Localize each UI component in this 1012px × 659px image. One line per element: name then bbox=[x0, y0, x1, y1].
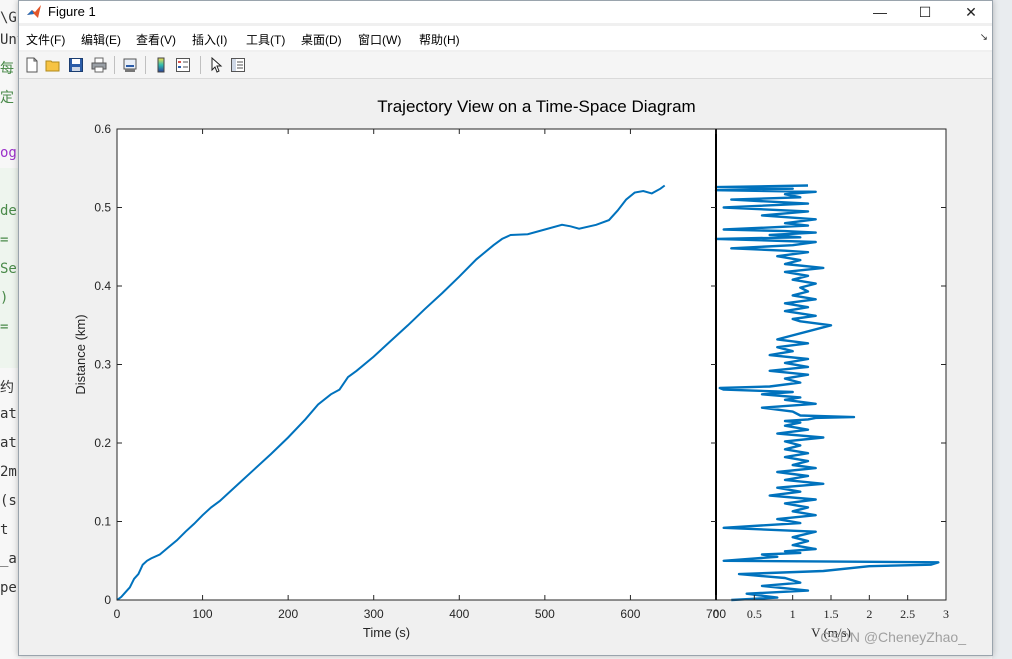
background-code-fragment: de bbox=[0, 203, 17, 219]
speed-x-axis-label: V (m/s) bbox=[811, 625, 851, 640]
title-bar[interactable]: Figure 1 — ☐ ✕ bbox=[19, 1, 992, 23]
speed-profile-line bbox=[714, 184, 940, 602]
figure-canvas[interactable]: 0 100 200 300 400 500 600 70000.10.20.30.40.50.… bbox=[19, 80, 992, 655]
save-icon[interactable] bbox=[66, 55, 86, 75]
toolbar-separator bbox=[200, 56, 201, 74]
y-axis-label: Distance (km) bbox=[73, 314, 88, 394]
speed-x-tick-label: 1.5 bbox=[824, 607, 839, 621]
x-tick-label: 0 bbox=[114, 607, 121, 621]
legend-icon[interactable] bbox=[173, 55, 193, 75]
background-code-fragment: 定 bbox=[0, 90, 14, 106]
new-figure-icon[interactable] bbox=[22, 55, 42, 75]
y-tick-label: 0 bbox=[104, 593, 111, 607]
minimize-button[interactable]: — bbox=[873, 4, 887, 20]
menu-insert[interactable]: 插入(I) bbox=[192, 33, 228, 47]
background-code-fragment: og bbox=[0, 145, 17, 161]
window-title: Figure 1 bbox=[48, 4, 96, 19]
speed-x-tick-label: 0.5 bbox=[747, 607, 762, 621]
menu-desktop[interactable]: 桌面(D) bbox=[301, 33, 342, 47]
background-code-fragment: _a bbox=[0, 551, 17, 567]
toolbar-separator bbox=[145, 56, 146, 74]
menu-file[interactable]: 文件(F) bbox=[26, 33, 66, 47]
plot-area: 0 100 200 300 400 500 600 700 0 0.1 0.2 0.3 0.4 0.5 0.… bbox=[19, 80, 992, 655]
colorbar-icon[interactable] bbox=[151, 55, 171, 75]
maximize-button[interactable]: ☐ bbox=[918, 3, 932, 20]
speed-x-tick-label: 2 bbox=[866, 607, 872, 621]
speed-x-tick-label: 0 bbox=[713, 607, 719, 621]
background-code-fragment: at bbox=[0, 406, 17, 422]
x-tick-label: 300 bbox=[364, 607, 384, 621]
background-code-fragment: at bbox=[0, 435, 17, 451]
speed-x-tick-label: 1 bbox=[790, 607, 796, 621]
background-tab-fragment-2: Unt bbox=[0, 32, 20, 48]
menu-view[interactable]: 查看(V) bbox=[136, 33, 176, 47]
axes-main-background bbox=[117, 129, 716, 600]
x-tick-label: 500 bbox=[535, 607, 555, 621]
background-right-panel bbox=[992, 0, 1012, 659]
background-code-fragment: ) bbox=[0, 290, 9, 306]
x-tick-label: 100 bbox=[193, 607, 213, 621]
toolbar-separator bbox=[114, 56, 115, 74]
y-tick-label: 0.1 bbox=[94, 515, 111, 529]
background-code-fragment: Se bbox=[0, 261, 17, 277]
link-icon[interactable] bbox=[120, 55, 140, 75]
speed-x-tick-label: 3 bbox=[943, 607, 949, 621]
y-tick-label: 0.6 bbox=[94, 122, 111, 136]
background-code-fragment: 2m bbox=[0, 464, 17, 480]
x-tick-label: 700 bbox=[706, 607, 726, 621]
y-tick-label: 0.4 bbox=[94, 279, 111, 293]
toolbar bbox=[19, 52, 992, 79]
axes-speed-background bbox=[716, 129, 946, 600]
background-code-fragment: pe bbox=[0, 580, 17, 596]
menu-overflow-icon[interactable]: ↘ bbox=[979, 32, 988, 43]
menu-edit[interactable]: 编辑(E) bbox=[81, 33, 121, 47]
speed-x-tick-label: 2.5 bbox=[900, 607, 915, 621]
menu-bar: 文件(F) 编辑(E) 查看(V) 插入(I) 工具(T) 桌面(D) 窗口(W… bbox=[19, 26, 992, 50]
x-tick-label: 200 bbox=[278, 607, 298, 621]
watermark: CSDN @CheneyZhao_ bbox=[820, 629, 966, 645]
trajectory-line bbox=[116, 184, 666, 601]
x-axis-label: Time (s) bbox=[363, 625, 410, 640]
background-code-fragment: (s bbox=[0, 493, 17, 509]
open-file-icon[interactable] bbox=[43, 55, 63, 75]
y-tick-label: 0.3 bbox=[94, 358, 111, 372]
background-code-fragment: 约 bbox=[0, 380, 14, 396]
background-code-fragment: t bbox=[0, 522, 9, 538]
background-code-fragment: 每 bbox=[0, 61, 14, 77]
property-inspector-icon[interactable] bbox=[228, 55, 248, 75]
x-tick-label: 400 bbox=[449, 607, 469, 621]
background-code-fragment: = bbox=[0, 232, 9, 248]
chart-title: Trajectory View on a Time-Space Diagram bbox=[377, 97, 695, 116]
pointer-icon[interactable] bbox=[206, 55, 226, 75]
menu-tools[interactable]: 工具(T) bbox=[246, 33, 286, 47]
y-tick-label: 0.2 bbox=[94, 436, 111, 450]
menu-window[interactable]: 窗口(W) bbox=[358, 33, 402, 47]
background-code-fragment: = bbox=[0, 319, 9, 335]
background-tab-fragment: \Gc bbox=[0, 10, 20, 26]
figure-window: Figure 1 — ☐ ✕ 文件(F) 编辑(E) 查看(V) 插入(I) 工… bbox=[18, 0, 993, 656]
menu-help[interactable]: 帮助(H) bbox=[419, 33, 460, 47]
matlab-icon bbox=[27, 5, 41, 18]
x-tick-label: 600 bbox=[620, 607, 640, 621]
print-icon[interactable] bbox=[89, 55, 109, 75]
y-tick-label: 0.5 bbox=[94, 201, 111, 215]
close-button[interactable]: ✕ bbox=[965, 3, 977, 20]
